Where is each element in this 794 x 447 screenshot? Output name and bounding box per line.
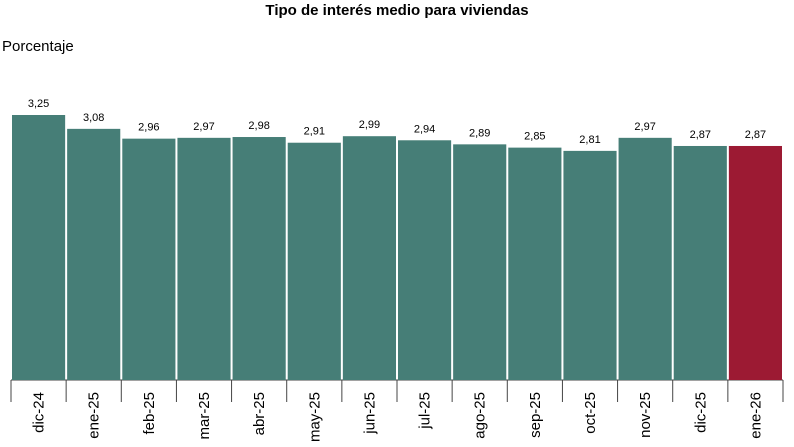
data-label-ene-26: 2,87: [745, 129, 766, 141]
data-label-ene-25: 3,08: [83, 112, 104, 124]
x-tick-label-sep-25: sep-25: [527, 392, 544, 438]
data-label-feb-25: 2,96: [138, 122, 159, 134]
bar-jul-25: [398, 140, 452, 380]
x-tick-label-jul-25: jul-25: [417, 392, 434, 430]
data-label-ago-25: 2,89: [469, 127, 490, 139]
bar-oct-25: [563, 150, 617, 380]
bar-may-25: [287, 142, 341, 380]
x-tick-label-ago-25: ago-25: [472, 392, 489, 439]
data-label-mar-25: 2,97: [193, 121, 214, 133]
chart-title: Tipo de interés medio para viviendas: [265, 2, 529, 19]
x-tick-label-dic-25: dic-25: [692, 392, 709, 433]
data-label-may-25: 2,91: [304, 126, 325, 138]
bar-jun-25: [342, 136, 396, 380]
bar-ene-26: [728, 145, 782, 380]
x-tick-label-abr-25: abr-25: [251, 392, 268, 435]
x-tick-label-oct-25: oct-25: [582, 392, 599, 434]
x-tick-label-nov-25: nov-25: [637, 392, 654, 438]
bar-ene-25: [67, 128, 121, 380]
bar-abr-25: [232, 137, 286, 380]
bar-sep-25: [508, 147, 562, 380]
bar-nov-25: [618, 137, 672, 380]
x-tick-label-jun-25: jun-25: [361, 392, 378, 435]
bar-dic-24: [12, 115, 66, 380]
data-label-oct-25: 2,81: [579, 134, 600, 146]
x-tick-label-ene-26: ene-26: [747, 392, 764, 439]
data-label-jul-25: 2,94: [414, 123, 435, 135]
data-label-jun-25: 2,99: [359, 119, 380, 131]
data-label-dic-24: 3,25: [28, 98, 49, 110]
x-tick-label-mar-25: mar-25: [196, 392, 213, 440]
x-tick-label-dic-24: dic-24: [31, 392, 48, 433]
bar-mar-25: [177, 137, 231, 380]
bar-ago-25: [453, 144, 507, 380]
bar-dic-25: [673, 145, 727, 380]
data-label-abr-25: 2,98: [248, 120, 269, 132]
x-tick-label-feb-25: feb-25: [141, 392, 158, 435]
y-axis-label: Porcentaje: [2, 38, 74, 55]
data-label-nov-25: 2,97: [634, 121, 655, 133]
data-label-dic-25: 2,87: [690, 129, 711, 141]
data-label-sep-25: 2,85: [524, 131, 545, 143]
bar-feb-25: [122, 138, 176, 380]
x-tick-label-may-25: may-25: [306, 392, 323, 442]
x-tick-label-ene-25: ene-25: [86, 392, 103, 439]
